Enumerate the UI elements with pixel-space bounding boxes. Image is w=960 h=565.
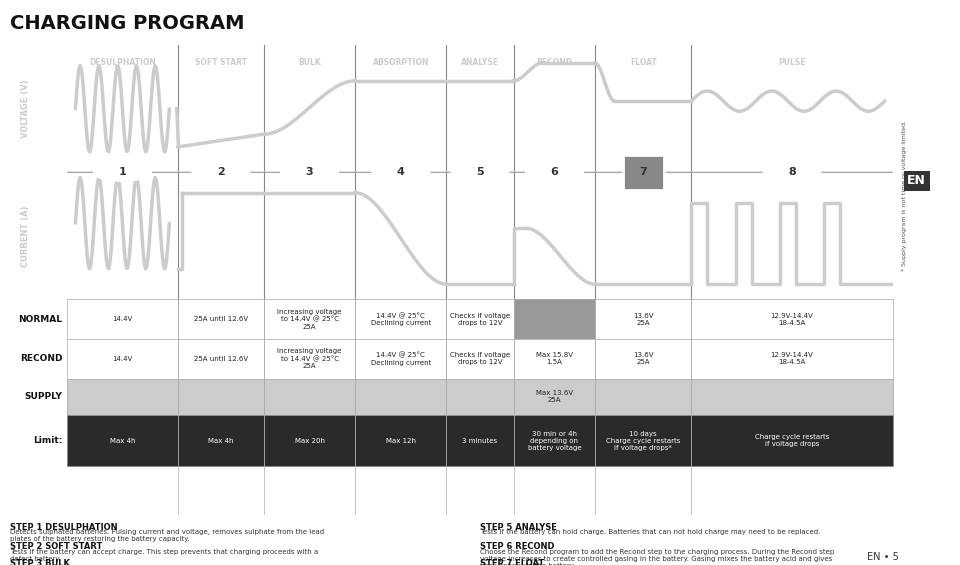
Text: 12.9V-14.4V
18-4.5A: 12.9V-14.4V 18-4.5A bbox=[771, 352, 813, 366]
Text: NORMAL: NORMAL bbox=[18, 315, 62, 324]
Text: Checks if voltage
drops to 12V: Checks if voltage drops to 12V bbox=[450, 352, 510, 366]
Text: Max 13.6V
25A: Max 13.6V 25A bbox=[536, 390, 573, 403]
Text: 13.6V
25A: 13.6V 25A bbox=[633, 312, 654, 326]
Text: STEP 5 ANALYSE: STEP 5 ANALYSE bbox=[480, 523, 557, 532]
Text: 13.6V
25A: 13.6V 25A bbox=[633, 352, 654, 366]
Text: Detects sulphated batteries. Pulsing current and voltage, removes sulphate from : Detects sulphated batteries. Pulsing cur… bbox=[10, 529, 324, 542]
Text: Checks if voltage
drops to 12V: Checks if voltage drops to 12V bbox=[450, 312, 510, 326]
Circle shape bbox=[763, 163, 821, 181]
Text: 10 days
Charge cycle restarts
if voltage drops*: 10 days Charge cycle restarts if voltage… bbox=[606, 431, 681, 451]
Circle shape bbox=[372, 163, 430, 181]
Text: BULK: BULK bbox=[299, 58, 321, 67]
Text: 5: 5 bbox=[476, 167, 484, 177]
Text: Increasing voltage
to 14.4V @ 25°C
25A: Increasing voltage to 14.4V @ 25°C 25A bbox=[277, 349, 342, 369]
Text: 2: 2 bbox=[217, 167, 225, 177]
Text: 6: 6 bbox=[550, 167, 559, 177]
Text: DESULPHATION: DESULPHATION bbox=[89, 58, 156, 67]
Text: Max 4h: Max 4h bbox=[208, 438, 233, 444]
Text: SOFT START: SOFT START bbox=[195, 58, 247, 67]
Text: Choose the Recond program to add the Recond step to the charging process. During: Choose the Recond program to add the Rec… bbox=[480, 549, 834, 565]
Text: RECOND: RECOND bbox=[537, 58, 572, 67]
Text: Max 4h: Max 4h bbox=[109, 438, 135, 444]
Text: Tests if the battery can hold charge. Batteries that can not hold charge may nee: Tests if the battery can hold charge. Ba… bbox=[480, 529, 821, 536]
Text: Increasing voltage
to 14.4V @ 25°C
25A: Increasing voltage to 14.4V @ 25°C 25A bbox=[277, 309, 342, 329]
Text: RECOND: RECOND bbox=[20, 354, 62, 363]
Circle shape bbox=[192, 163, 250, 181]
Text: 3 minutes: 3 minutes bbox=[463, 438, 497, 444]
Text: STEP 6 RECOND: STEP 6 RECOND bbox=[480, 542, 555, 551]
Text: FLOAT: FLOAT bbox=[630, 58, 657, 67]
Text: CHARGING PROGRAM: CHARGING PROGRAM bbox=[10, 14, 244, 33]
Text: 8: 8 bbox=[788, 167, 796, 177]
FancyBboxPatch shape bbox=[623, 154, 664, 190]
Text: SUPPLY: SUPPLY bbox=[25, 393, 62, 401]
Text: 14.4V @ 25°C
Declining current: 14.4V @ 25°C Declining current bbox=[371, 312, 431, 326]
Text: STEP 7 FLOAT: STEP 7 FLOAT bbox=[480, 559, 544, 565]
Text: Max 20h: Max 20h bbox=[295, 438, 324, 444]
Text: 14.4V @ 25°C
Declining current: 14.4V @ 25°C Declining current bbox=[371, 352, 431, 366]
Text: STEP 3 BULK: STEP 3 BULK bbox=[10, 559, 69, 565]
Circle shape bbox=[93, 163, 152, 181]
Text: Charge cycle restarts
if voltage drops: Charge cycle restarts if voltage drops bbox=[755, 434, 829, 447]
Text: ABSORPTION: ABSORPTION bbox=[372, 58, 429, 67]
Text: ANALYSE: ANALYSE bbox=[461, 58, 499, 67]
Text: 12.9V-14.4V
18-4.5A: 12.9V-14.4V 18-4.5A bbox=[771, 312, 813, 326]
Text: Limit:: Limit: bbox=[33, 436, 62, 445]
Text: STEP 2 SOFT START: STEP 2 SOFT START bbox=[10, 542, 102, 551]
Text: VOLTAGE (V): VOLTAGE (V) bbox=[21, 80, 31, 138]
Text: PULSE: PULSE bbox=[779, 58, 805, 67]
Text: Tests if the battery can accept charge. This step prevents that charging proceed: Tests if the battery can accept charge. … bbox=[10, 549, 318, 562]
Text: 14.4V: 14.4V bbox=[112, 356, 132, 362]
Text: 1: 1 bbox=[118, 167, 127, 177]
Text: EN • 5: EN • 5 bbox=[867, 552, 900, 562]
Text: 25A until 12.6V: 25A until 12.6V bbox=[194, 316, 248, 322]
Text: Max 12h: Max 12h bbox=[386, 438, 416, 444]
Text: 25A until 12.6V: 25A until 12.6V bbox=[194, 356, 248, 362]
Text: 7: 7 bbox=[639, 167, 647, 177]
Text: Max 15.8V
1.5A: Max 15.8V 1.5A bbox=[536, 352, 573, 366]
Text: 30 min or 4h
depending on
battery voltage: 30 min or 4h depending on battery voltag… bbox=[528, 431, 581, 451]
Text: 4: 4 bbox=[396, 167, 405, 177]
Text: 14.4V: 14.4V bbox=[112, 316, 132, 322]
Text: * Supply program is not time or voltage limited.: * Supply program is not time or voltage … bbox=[902, 120, 907, 271]
Circle shape bbox=[525, 163, 584, 181]
Text: CURRENT (A): CURRENT (A) bbox=[21, 205, 31, 267]
Text: STEP 1 DESULPHATION: STEP 1 DESULPHATION bbox=[10, 523, 117, 532]
Circle shape bbox=[451, 163, 509, 181]
Text: 3: 3 bbox=[306, 167, 313, 177]
Text: EN: EN bbox=[907, 174, 926, 188]
Circle shape bbox=[280, 163, 339, 181]
